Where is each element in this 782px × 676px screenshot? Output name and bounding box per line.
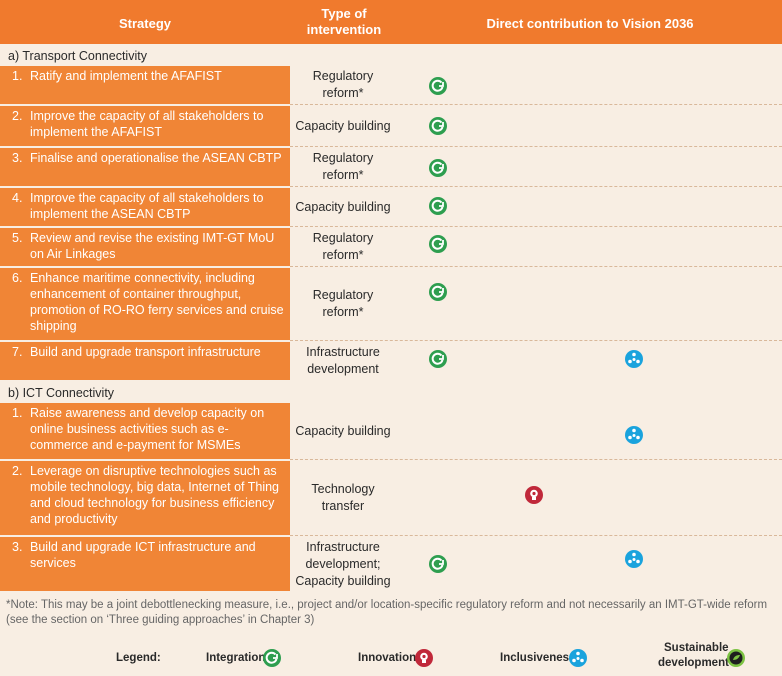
row-number: 2. (12, 109, 23, 123)
integration-icon (428, 76, 448, 96)
table-row: 3. Build and upgrade ICT infrastructure a… (0, 537, 782, 591)
strategy-cell: 2. Leverage on disruptive technologies su… (0, 461, 290, 535)
inclusiveness-icon (624, 425, 644, 445)
intervention-type: Technology transfer (311, 482, 375, 513)
strategy-cell: 6. Enhance maritime connectivity, includi… (0, 268, 290, 340)
table-row: 6. Enhance maritime connectivity, includi… (0, 268, 782, 340)
strategy-cell: 1. Raise awareness and develop capacity o… (0, 403, 290, 459)
section-transport-connectivity: a) Transport Connectivity (8, 49, 147, 63)
strategy-cell: 2. Improve the capacity of all stakeholde… (0, 106, 290, 146)
legend: Legend: Integration Innovation Inclusive… (0, 640, 782, 676)
intervention-type: Capacity building (295, 199, 391, 214)
integration-icon (428, 158, 448, 178)
legend-title: Legend: (116, 652, 161, 664)
intervention-type: Infrastructure development; Capacity bui… (295, 539, 391, 588)
legend-inclusiveness-label: Inclusiveness (500, 652, 576, 664)
innovation-icon (524, 485, 544, 505)
contribution-column-header: Direct contribution to Vision 2036 (486, 16, 694, 31)
strategy-cell: 5. Review and revise the existing IMT-GT … (0, 228, 290, 266)
section-ict-connectivity: b) ICT Connectivity (8, 386, 115, 400)
table-row: 7. Build and upgrade transport infrastruc… (0, 342, 782, 380)
integration-icon (428, 554, 448, 574)
table-header: Strategy Type of intervention Direct con… (0, 0, 782, 44)
row-number: 3. (12, 151, 23, 165)
strategy-text: Build and upgrade transport infrastructu… (30, 345, 261, 359)
integration-icon (428, 282, 448, 302)
row-number: 5. (12, 231, 23, 245)
intervention-type: Infrastructure development (306, 345, 380, 376)
table-row: 1. Ratify and implement the AFAFIST Regul… (0, 66, 782, 104)
table-row: 1. Raise awareness and develop capacity o… (0, 403, 782, 459)
inclusiveness-icon (624, 549, 644, 569)
type-column-header: Type of intervention (306, 6, 382, 37)
strategy-text: Review and revise the existing IMT-GT Mo… (30, 231, 275, 261)
strategy-cell: 4. Improve the capacity of all stakeholde… (0, 188, 290, 226)
row-number: 3. (12, 540, 23, 554)
strategy-text: Enhance maritime connectivity, including… (30, 271, 284, 333)
strategy-column-header: Strategy (118, 16, 172, 31)
row-number: 6. (12, 271, 23, 285)
strategy-text: Improve the capacity of all stakeholders… (30, 109, 264, 139)
integration-icon (428, 234, 448, 254)
legend-integration-label: Integration (206, 652, 266, 664)
strategy-text: Leverage on disruptive technologies such… (30, 464, 280, 526)
table-row: 2. Improve the capacity of all stakeholde… (0, 106, 782, 146)
strategy-text: Finalise and operationalise the ASEAN CB… (30, 151, 282, 165)
legend-sustainable-label-line2: development (658, 657, 729, 669)
row-number: 1. (12, 406, 23, 420)
intervention-type: Capacity building (295, 118, 391, 133)
intervention-type: Regulatory reform* (312, 288, 374, 319)
table-row: 3. Finalise and operationalise the ASEAN … (0, 148, 782, 186)
intervention-type: Regulatory reform* (312, 151, 374, 182)
row-number: 7. (12, 345, 23, 359)
footnote: *Note: This may be a joint debottlenecki… (6, 599, 768, 626)
intervention-type: Regulatory reform* (312, 69, 374, 100)
integration-icon (428, 349, 448, 369)
inclusiveness-icon (568, 648, 588, 668)
table-row: 4. Improve the capacity of all stakeholde… (0, 188, 782, 226)
innovation-icon (414, 648, 434, 668)
strategy-cell: 3. Build and upgrade ICT infrastructure a… (0, 537, 290, 591)
strategy-cell: 7. Build and upgrade transport infrastruc… (0, 342, 290, 380)
legend-innovation-label: Innovation (358, 652, 417, 664)
strategy-text: Raise awareness and develop capacity on … (30, 406, 265, 452)
intervention-type: Capacity building (295, 423, 391, 438)
table-row: 5. Review and revise the existing IMT-GT … (0, 228, 782, 266)
integration-icon (262, 648, 282, 668)
row-number: 4. (12, 191, 23, 205)
sustainable-development-icon (726, 648, 746, 668)
intervention-type: Regulatory reform* (312, 231, 374, 262)
table-row: 2. Leverage on disruptive technologies su… (0, 461, 782, 535)
strategy-text: Improve the capacity of all stakeholders… (30, 191, 264, 221)
strategy-text: Ratify and implement the AFAFIST (30, 69, 222, 83)
integration-icon (428, 196, 448, 216)
legend-sustainable-label-line1: Sustainable (664, 642, 729, 654)
strategy-text: Build and upgrade ICT infrastructure and… (30, 540, 256, 570)
row-number: 2. (12, 464, 23, 478)
integration-icon (428, 116, 448, 136)
strategy-cell: 1. Ratify and implement the AFAFIST (0, 66, 290, 104)
inclusiveness-icon (624, 349, 644, 369)
strategy-cell: 3. Finalise and operationalise the ASEAN … (0, 148, 290, 186)
row-number: 1. (12, 69, 23, 83)
